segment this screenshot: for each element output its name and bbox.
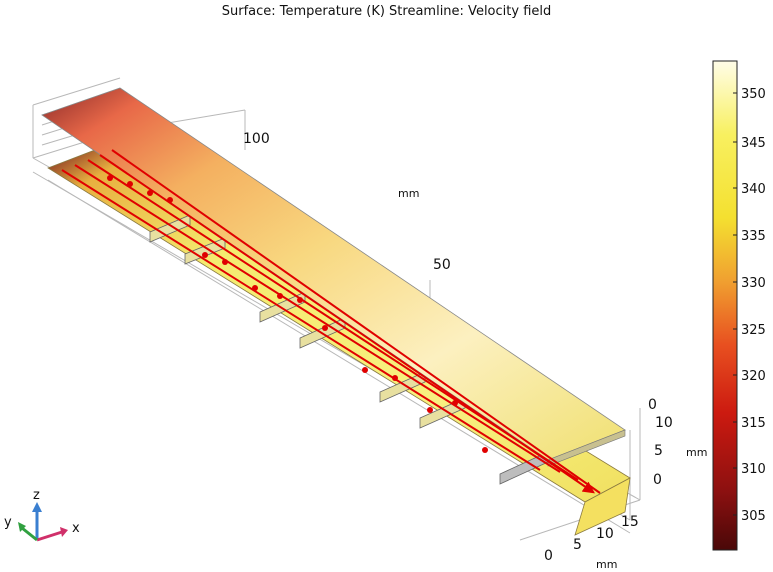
colorbar-tick-315: 315 <box>741 416 766 431</box>
triad-x-label: x <box>72 521 80 536</box>
colorbar: 350 345 340 335 330 325 320 315 310 305 <box>712 60 766 551</box>
streamline-4 <box>99 154 595 494</box>
colorbar-tick-325: 325 <box>741 323 766 338</box>
colorbar-tick-335: 335 <box>741 229 766 244</box>
streamline-2 <box>74 164 561 473</box>
z-tick-0-top: 0 <box>648 397 657 413</box>
colorbar-ticks <box>733 92 737 516</box>
triad-z-label: z <box>33 488 40 503</box>
top-plate <box>41 87 626 467</box>
z-tick-0: 0 <box>653 472 662 488</box>
streamlines <box>61 149 601 494</box>
x-tick-50: 50 <box>433 257 451 273</box>
triad-y-label: y <box>4 515 12 530</box>
colorbar-gradient <box>712 60 738 551</box>
z-tick-5: 5 <box>654 443 663 459</box>
colorbar-tick-340: 340 <box>741 182 766 197</box>
colorbar-tick-350: 350 <box>741 87 766 102</box>
axis-triad: z x y <box>4 488 80 542</box>
y-tick-0: 0 <box>544 548 553 564</box>
bottom-plate <box>47 149 631 536</box>
streamline-5 <box>111 149 601 494</box>
x-axis-labels: 100 50 mm <box>243 131 451 273</box>
y-tick-5: 5 <box>573 537 582 553</box>
x-unit: mm <box>398 187 419 200</box>
y-tick-10: 10 <box>596 526 614 542</box>
y-axis-labels: 15 10 5 0 mm <box>544 514 639 571</box>
y-tick-15: 15 <box>621 514 639 530</box>
colorbar-tick-345: 345 <box>741 136 766 151</box>
streamline-1 <box>61 169 541 471</box>
y-unit: mm <box>596 558 617 571</box>
x-tick-100: 100 <box>243 131 270 147</box>
plot-title: Surface: Temperature (K) Streamline: Vel… <box>221 4 552 19</box>
colorbar-tick-320: 320 <box>741 369 766 384</box>
colorbar-tick-310: 310 <box>741 462 766 477</box>
z-unit: mm <box>686 446 707 459</box>
colorbar-tick-305: 305 <box>741 509 766 524</box>
colorbar-tick-330: 330 <box>741 276 766 291</box>
streamline-arrows <box>107 175 488 453</box>
z-axis-labels: 0 10 5 0 mm <box>648 397 707 488</box>
z-tick-10: 10 <box>655 415 673 431</box>
